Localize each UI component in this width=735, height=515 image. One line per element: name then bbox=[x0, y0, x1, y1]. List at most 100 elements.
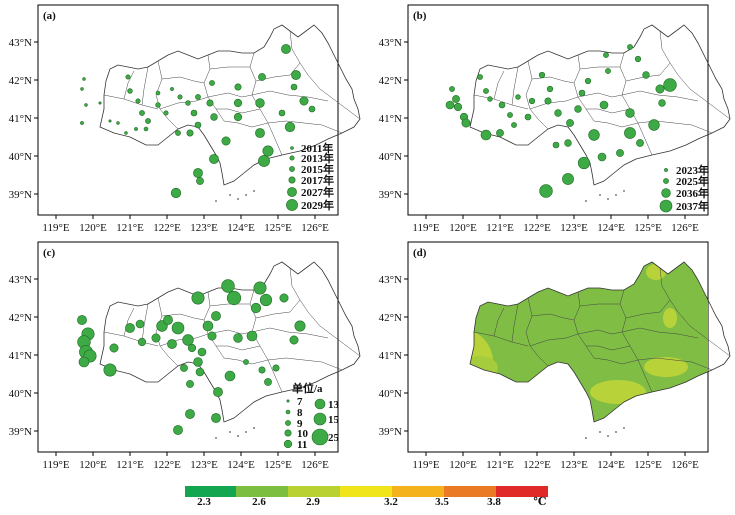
station-circle bbox=[538, 71, 546, 79]
prefecture-border bbox=[207, 92, 253, 98]
legend-c-label-13: 13 bbox=[328, 399, 340, 411]
station-circle bbox=[206, 99, 214, 107]
lon-tick-label: 121°E bbox=[486, 459, 514, 471]
station-circle bbox=[209, 154, 219, 164]
legend-c-symbol-15 bbox=[313, 412, 327, 426]
lon-tick-label: 124°E bbox=[227, 222, 255, 234]
station-circle bbox=[294, 320, 306, 332]
panel-c-label: (c) bbox=[43, 247, 56, 259]
prefecture-border bbox=[511, 66, 519, 106]
lon-tick-label: 126°E bbox=[301, 459, 329, 471]
prefecture-border bbox=[621, 327, 699, 339]
province-outline bbox=[469, 24, 731, 186]
station-circle bbox=[262, 145, 274, 157]
legend-c-title: 单位/a bbox=[292, 381, 323, 395]
prefecture-border bbox=[289, 30, 361, 120]
station-circle bbox=[124, 131, 128, 135]
lat-tick-label: 41°N bbox=[379, 113, 402, 125]
station-circle bbox=[213, 387, 223, 397]
colorbar-swatch bbox=[288, 486, 340, 497]
station-circle bbox=[281, 44, 291, 54]
station-circle bbox=[259, 293, 273, 307]
station-circle bbox=[143, 126, 149, 132]
prefecture-border bbox=[529, 333, 579, 347]
prefecture-border bbox=[586, 345, 631, 351]
legend-a-symbol-2 bbox=[289, 155, 295, 161]
prefecture-border bbox=[621, 90, 699, 102]
island bbox=[599, 194, 601, 196]
station-circle bbox=[255, 128, 265, 138]
legend-a-label-1: 2011年 bbox=[301, 141, 333, 155]
legend-a-symbol-4 bbox=[288, 176, 296, 184]
legend-b-label-3: 2036年 bbox=[676, 186, 709, 200]
lat-tick-label: 40°N bbox=[9, 388, 32, 400]
station-circle bbox=[264, 378, 272, 386]
panel-a-legend: 2011年 2013年 2015年 2017年 2027年 2029年 bbox=[286, 141, 334, 212]
station-circle bbox=[186, 129, 194, 137]
prefecture-border bbox=[267, 357, 343, 371]
island bbox=[615, 431, 617, 433]
station-circle bbox=[584, 77, 592, 85]
prefecture-border bbox=[141, 303, 149, 343]
prefecture-border bbox=[289, 267, 361, 357]
station-circle bbox=[299, 96, 309, 106]
prefecture-border bbox=[529, 96, 579, 110]
prefecture-border bbox=[573, 291, 595, 359]
station-circle bbox=[98, 101, 102, 105]
colorbar-swatch bbox=[340, 486, 392, 497]
legend-c-symbol-25 bbox=[311, 428, 329, 446]
panel-d-borders bbox=[469, 261, 731, 439]
station-circle bbox=[655, 84, 665, 94]
station-circle bbox=[233, 112, 243, 122]
station-circle bbox=[170, 187, 182, 199]
station-circle bbox=[554, 109, 562, 117]
lon-tick-label: 123°E bbox=[190, 459, 218, 471]
prefecture-border bbox=[577, 92, 623, 98]
station-circle bbox=[145, 118, 151, 124]
lat-tick-label: 39°N bbox=[9, 426, 32, 438]
station-circle bbox=[155, 90, 161, 96]
station-circle bbox=[80, 87, 84, 91]
legend-a-label-4: 2017年 bbox=[301, 173, 334, 187]
prefecture-border bbox=[103, 331, 159, 347]
station-circle bbox=[515, 94, 521, 100]
station-circle bbox=[272, 364, 280, 372]
island bbox=[215, 200, 217, 202]
station-circle bbox=[507, 112, 513, 118]
station-circle bbox=[258, 366, 266, 374]
lon-tick-label: 119°E bbox=[42, 222, 69, 234]
prefecture-border bbox=[531, 76, 575, 84]
station-circle bbox=[498, 101, 506, 109]
prefecture-border bbox=[223, 120, 269, 128]
station-circle bbox=[197, 347, 207, 357]
lat-tick-label: 43°N bbox=[379, 274, 402, 286]
station-circle bbox=[524, 113, 532, 121]
lon-tick-label: 122°E bbox=[153, 459, 181, 471]
station-circle bbox=[233, 333, 243, 343]
lon-tick-label: 123°E bbox=[560, 222, 588, 234]
legend-c-label-11: 11 bbox=[297, 439, 307, 451]
station-circle bbox=[483, 88, 489, 94]
legend-b-symbol-1 bbox=[664, 168, 668, 172]
lat-tick-label: 39°N bbox=[9, 189, 32, 201]
prefecture-border bbox=[216, 108, 261, 114]
station-circle bbox=[84, 103, 88, 107]
station-circle bbox=[135, 319, 145, 329]
island bbox=[229, 431, 231, 433]
station-circle bbox=[196, 177, 204, 185]
island bbox=[585, 437, 587, 439]
station-circle bbox=[588, 129, 600, 141]
station-circle bbox=[135, 98, 141, 104]
station-circle bbox=[80, 121, 84, 125]
colorbar-label-1: 2.3 bbox=[197, 496, 211, 508]
station-circle bbox=[151, 333, 161, 343]
lon-tick-label: 119°E bbox=[412, 459, 439, 471]
station-circle bbox=[487, 96, 493, 102]
lon-tick-label: 121°E bbox=[486, 222, 514, 234]
station-circle bbox=[605, 68, 611, 74]
prefecture-border bbox=[161, 313, 205, 321]
lon-tick-label: 121°E bbox=[116, 222, 144, 234]
station-circle bbox=[496, 129, 504, 137]
legend-c-label-7: 7 bbox=[297, 396, 303, 408]
legend-b-label-4: 2037年 bbox=[676, 199, 709, 213]
